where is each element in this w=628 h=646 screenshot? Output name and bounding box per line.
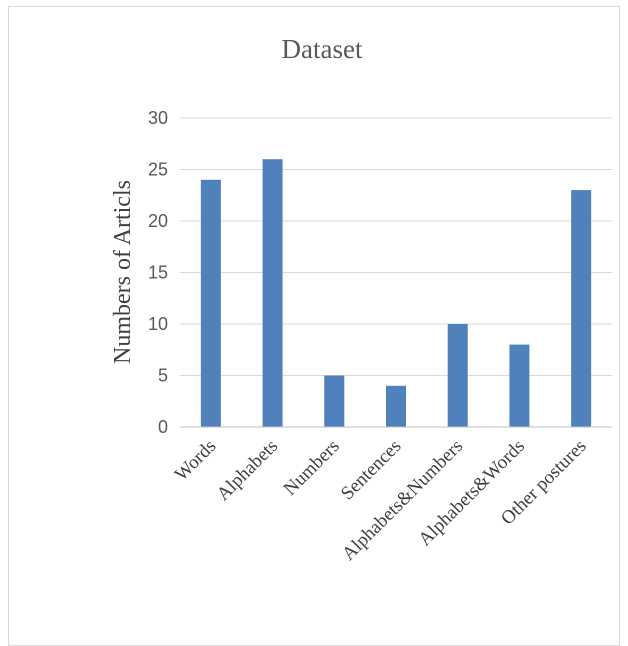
- chart-frame: [8, 6, 620, 646]
- bar-alphabets-numbers: [447, 324, 468, 427]
- bar-alphabets: [262, 159, 283, 427]
- bar-numbers: [324, 375, 345, 427]
- bar-other-postures: [571, 190, 592, 427]
- bar-sentences: [386, 385, 406, 427]
- x-tick-label: Alphabets: [213, 436, 282, 505]
- y-axis-label: Numbers of Articls: [110, 180, 136, 364]
- y-tick-label: 15: [148, 263, 168, 283]
- y-tick-label: 10: [148, 314, 168, 334]
- y-tick-label: 0: [158, 417, 168, 437]
- x-tick-label: Numbers: [280, 436, 344, 500]
- bars: [200, 159, 592, 427]
- y-tick-label: 20: [148, 211, 168, 231]
- gridlines: [180, 117, 612, 376]
- x-tick-label: Words: [171, 436, 221, 486]
- y-axis-ticks: 0 5 10 15 20 25 30: [148, 108, 168, 437]
- x-tick-label: Alphabets&Numbers: [338, 436, 467, 565]
- bar-words: [200, 179, 221, 427]
- y-tick-label: 5: [158, 366, 168, 386]
- y-tick-label: 30: [148, 108, 168, 128]
- chart-title: Dataset: [282, 34, 363, 64]
- x-axis-ticks: WordsAlphabetsNumbersSentencesAlphabets&…: [171, 436, 591, 565]
- bar-alphabets-words: [509, 344, 530, 427]
- x-tick-label: Alphabets&Words: [414, 436, 529, 551]
- y-tick-label: 25: [148, 160, 168, 180]
